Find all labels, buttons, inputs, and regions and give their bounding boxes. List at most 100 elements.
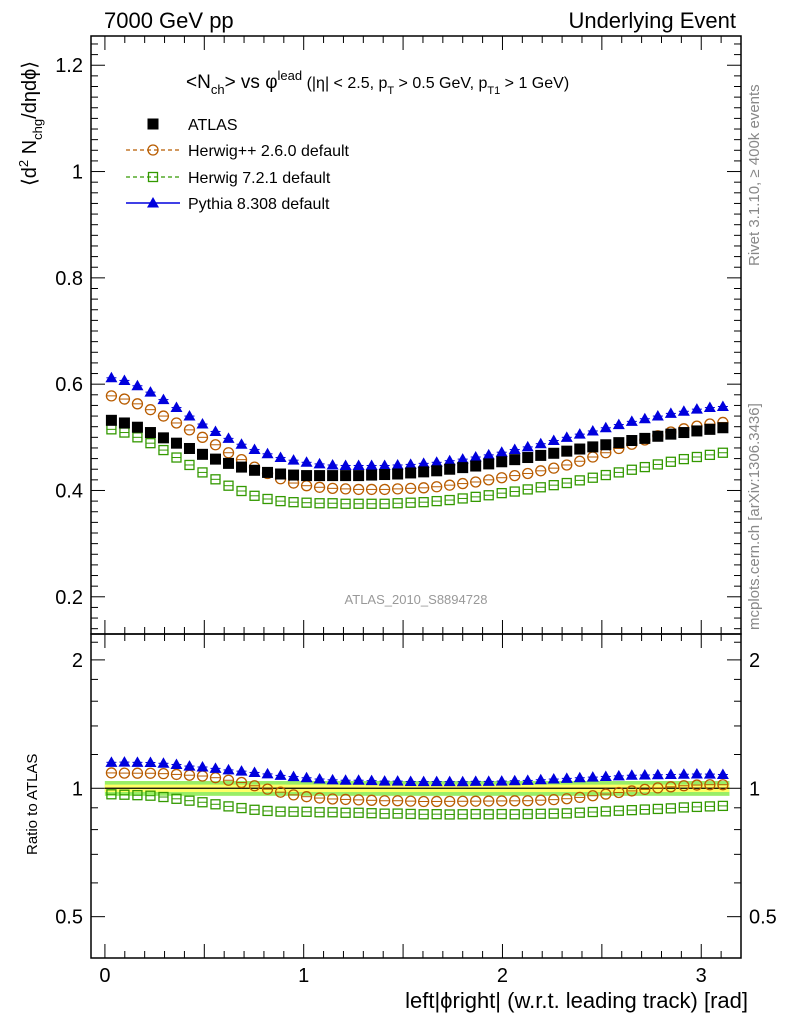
ratio-point (391, 775, 404, 786)
data-point (105, 414, 117, 426)
legend-item-herwig7: Herwig 7.2.1 default (126, 170, 331, 187)
ratio-point (417, 775, 430, 787)
data-point (509, 486, 520, 497)
data-point (209, 439, 222, 451)
data-point (339, 459, 352, 470)
data-point (444, 463, 456, 475)
ratio-y-tick-label-right: 0.5 (749, 907, 777, 929)
data-point (170, 417, 183, 429)
data-point (703, 401, 716, 413)
data-point (652, 459, 663, 470)
ratio-point (573, 771, 586, 783)
ratio-point (534, 773, 547, 785)
ratio-point (249, 804, 260, 815)
data-point (509, 454, 521, 466)
series-herwig7 (106, 424, 729, 509)
data-point (366, 498, 377, 509)
ratio-point (379, 808, 390, 819)
data-point (379, 469, 391, 481)
data-point (483, 458, 495, 470)
beam-energy-label: 7000 GeV pp (104, 8, 234, 33)
data-point (418, 497, 429, 508)
ratio-point (118, 756, 131, 767)
ratio-point (418, 795, 430, 808)
ratio-point (639, 804, 650, 815)
data-point (184, 459, 195, 471)
ratio-point (677, 768, 690, 779)
ratio-point (586, 771, 599, 782)
data-point (483, 490, 494, 501)
ratio-point (678, 802, 690, 813)
data-point (561, 445, 573, 457)
data-point (574, 475, 585, 486)
data-point (717, 422, 729, 434)
ratio-y-tick-label: 1 (72, 778, 83, 800)
legend-item-pythia: Pythia 8.308 default (126, 196, 330, 213)
ratio-point (482, 775, 495, 786)
data-point (548, 480, 559, 491)
data-point (470, 460, 482, 472)
ratio-point (131, 767, 144, 779)
ratio-point (170, 768, 183, 781)
ratio-point (105, 756, 118, 767)
data-point (482, 448, 495, 460)
series-pythia (105, 371, 729, 470)
data-point (327, 498, 338, 509)
data-point (599, 421, 612, 433)
data-point (236, 485, 247, 497)
ratio-point (378, 775, 391, 786)
ratio-point (548, 808, 559, 819)
ratio-point (704, 801, 716, 812)
data-point (326, 458, 339, 470)
ratio-point (652, 782, 664, 794)
data-point (443, 454, 456, 466)
ratio-point (626, 785, 638, 797)
ratio-point (613, 805, 624, 816)
ratio-point (145, 790, 156, 801)
data-point (418, 466, 430, 478)
ratio-point (248, 766, 261, 777)
ratio-point (131, 756, 144, 767)
ratio-point (626, 804, 637, 816)
ratio-point (508, 774, 521, 786)
data-point (521, 440, 534, 452)
ratio-y-tick-label-right: 2 (749, 650, 760, 672)
ratio-point (470, 795, 482, 807)
data-point (535, 465, 547, 477)
data-point (574, 443, 586, 455)
ratio-point (405, 808, 416, 820)
data-point (353, 470, 365, 482)
data-point (131, 398, 144, 410)
data-point (313, 457, 326, 469)
data-point (444, 479, 456, 491)
ratio-point (326, 773, 339, 785)
ratio-point (300, 771, 313, 783)
ratio-point (457, 809, 468, 820)
y-tick-label: 1 (72, 162, 83, 184)
data-point (613, 467, 624, 478)
data-point (327, 470, 339, 482)
ratio-point (703, 768, 716, 779)
data-point (470, 476, 482, 488)
data-point (665, 428, 677, 440)
data-point (717, 447, 729, 458)
ratio-point (444, 809, 455, 820)
data-point (352, 483, 365, 496)
data-point (248, 443, 261, 455)
ratio-point (171, 793, 182, 804)
data-point (652, 430, 664, 442)
ratio-point (339, 774, 352, 785)
ratio-point (418, 809, 429, 820)
legend-item-herwigpp: Herwig++ 2.6.0 default (126, 143, 350, 160)
data-point (365, 483, 378, 496)
ratio-point (716, 768, 729, 779)
data-point (704, 423, 716, 435)
data-point (183, 410, 196, 421)
ratio-point (522, 795, 534, 807)
ratio-point (105, 767, 118, 779)
ratio-point (392, 808, 403, 819)
ratio-point (651, 768, 664, 780)
ratio-point (365, 774, 378, 786)
ratio-point (170, 758, 183, 769)
ratio-point (222, 774, 235, 786)
